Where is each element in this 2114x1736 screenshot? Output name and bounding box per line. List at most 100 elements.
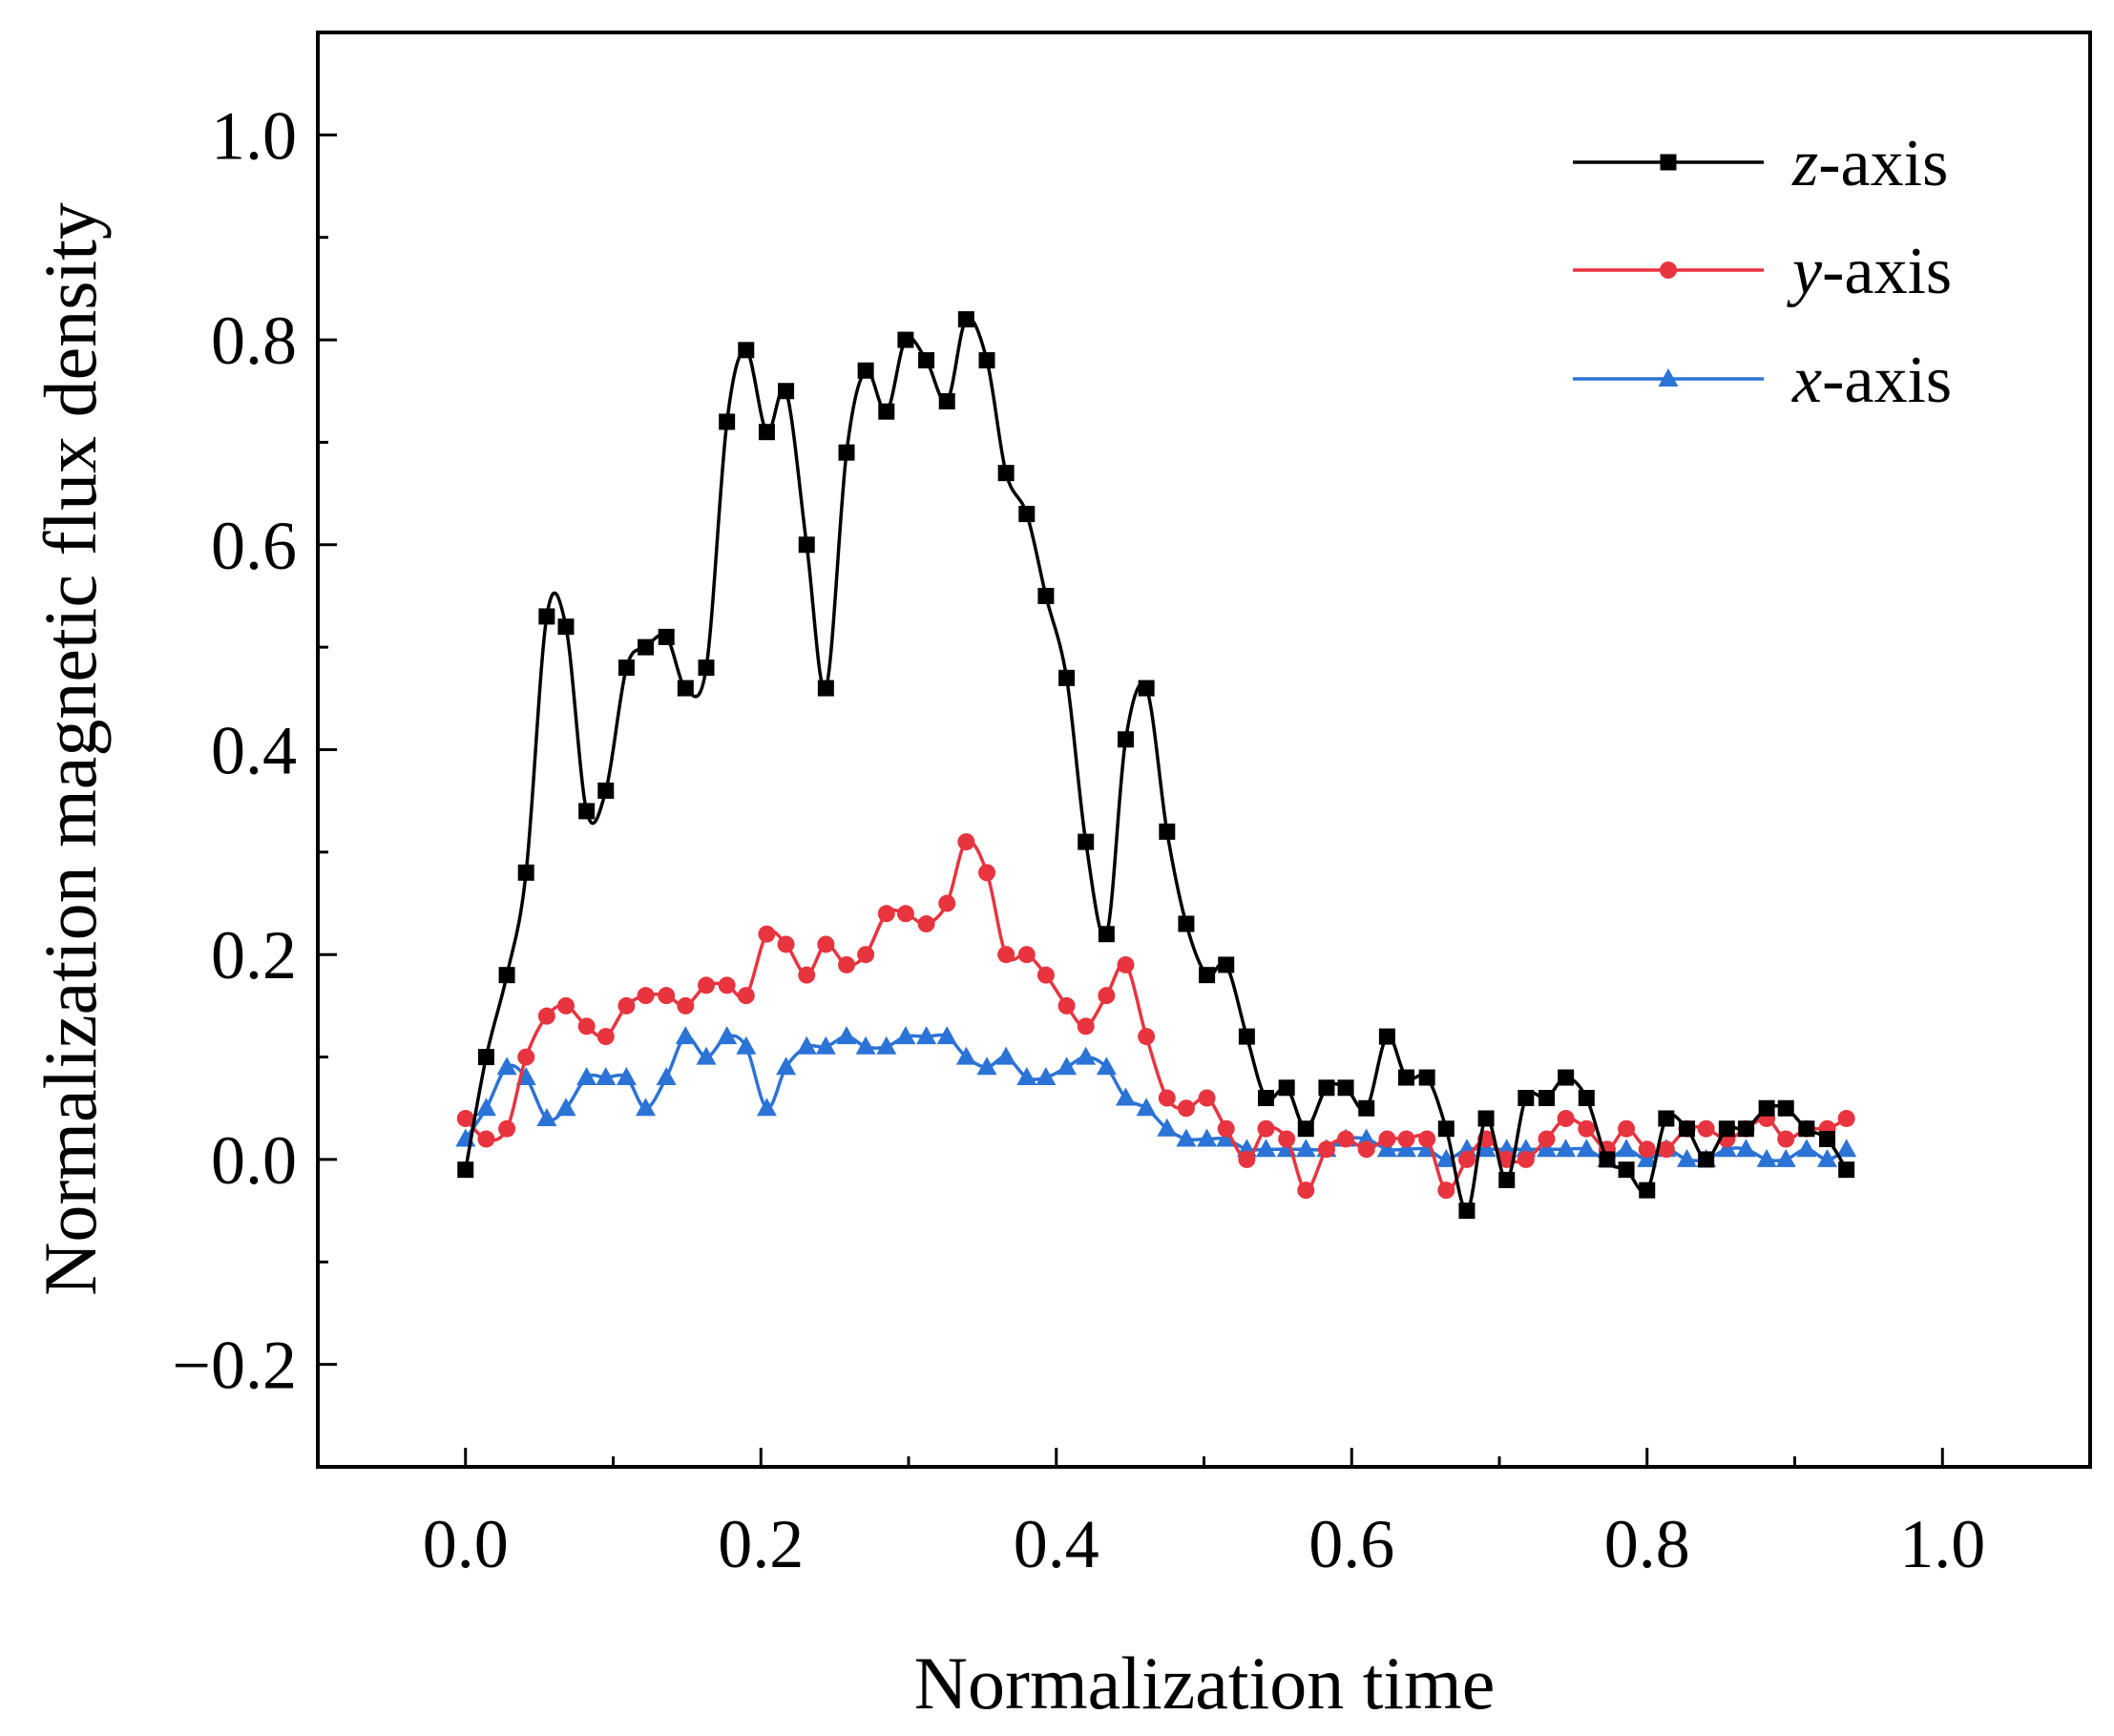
data-point-z [1558, 1069, 1575, 1086]
x-tick-label: 0.8 [1604, 1506, 1690, 1582]
data-point-z [758, 424, 775, 441]
data-point-x [815, 1035, 836, 1055]
data-point-z [1838, 1161, 1855, 1179]
data-point-x [1796, 1139, 1817, 1158]
data-point-z [1718, 1120, 1735, 1138]
data-point-x [756, 1098, 777, 1117]
data-point-z [538, 608, 555, 625]
data-point-y [597, 1028, 615, 1046]
data-point-z [1437, 1120, 1455, 1138]
data-point-y [838, 955, 856, 973]
data-point-z [1159, 823, 1176, 840]
data-point-y [577, 1017, 596, 1035]
legend-axis-letter: y [1787, 235, 1823, 308]
data-point-x [1256, 1139, 1276, 1158]
data-point-x [955, 1046, 976, 1065]
data-point-y [1138, 1028, 1156, 1046]
data-point-x [1096, 1056, 1117, 1076]
data-point-z [878, 403, 895, 420]
legend-axis-letter: z [1791, 127, 1818, 200]
data-point-y [798, 966, 816, 984]
data-point-z [1477, 1110, 1495, 1127]
data-point-y [1117, 955, 1135, 973]
data-point-z [1018, 506, 1036, 523]
data-point-y [658, 987, 676, 1005]
data-point-y [1177, 1099, 1195, 1118]
data-point-z [938, 392, 955, 409]
data-point-z [1398, 1069, 1415, 1086]
data-point-z [1138, 680, 1155, 697]
x-axis-title: Normalization time [914, 1642, 1496, 1725]
data-point-x [916, 1026, 937, 1045]
data-point-x [1756, 1148, 1777, 1167]
data-point-x [1356, 1128, 1377, 1147]
data-point-z [557, 618, 575, 636]
y-tick-label: −0.2 [172, 1328, 297, 1404]
legend-marker-y [1660, 261, 1677, 279]
data-point-z [978, 352, 995, 369]
data-point-y [1057, 996, 1076, 1014]
data-point-x [1556, 1139, 1577, 1158]
data-point-x [1435, 1148, 1456, 1167]
data-point-y [1077, 1017, 1095, 1035]
data-point-y [1257, 1119, 1275, 1138]
data-point-y [1238, 1150, 1256, 1168]
data-point-z [1679, 1120, 1696, 1138]
data-point-z [477, 1049, 494, 1066]
y-axis-title: Normalization magnetic flux density [29, 202, 112, 1296]
data-point-z [517, 864, 534, 881]
data-point-x [1537, 1139, 1557, 1158]
data-point-y [1297, 1182, 1315, 1200]
data-point-z [838, 444, 855, 461]
data-point-z [817, 680, 834, 697]
data-point-z [1098, 926, 1115, 943]
data-point-z [1358, 1099, 1375, 1117]
data-point-z [1058, 669, 1076, 686]
data-point-y [1557, 1109, 1575, 1127]
x-axis-ticks: 0.0 0.2 0.4 0.6 0.8 1.0 [423, 1448, 1985, 1582]
data-point-y [637, 987, 655, 1005]
data-point-y [1618, 1119, 1636, 1138]
data-point-x [496, 1056, 517, 1076]
data-point-z [1758, 1099, 1775, 1117]
data-point-y [498, 1119, 516, 1138]
data-point-y [1198, 1089, 1216, 1107]
data-point-x [876, 1035, 897, 1055]
series-line-y [464, 839, 1848, 1192]
data-point-x [675, 1026, 696, 1045]
data-point-x [1836, 1139, 1857, 1158]
data-point-y [777, 935, 795, 953]
data-point-x [1197, 1128, 1218, 1147]
x-tick-label: 0.0 [423, 1506, 509, 1582]
data-point-x [1376, 1139, 1397, 1158]
data-point-z [1458, 1203, 1476, 1220]
data-point-y [978, 864, 996, 882]
data-point-x [717, 1026, 738, 1045]
data-point-y [1036, 966, 1055, 984]
data-point-x [1016, 1067, 1037, 1085]
data-point-x [1637, 1148, 1658, 1167]
legend-axis-suffix: -axis [1822, 235, 1952, 308]
legend-axis-suffix: -axis [1818, 127, 1948, 200]
data-point-x [576, 1067, 597, 1085]
data-point-x [776, 1056, 797, 1076]
legend-axis-suffix: -axis [1822, 344, 1952, 417]
data-point-z [1037, 587, 1055, 604]
data-point-z [738, 342, 755, 359]
data-point-z [778, 383, 795, 400]
data-point-z [1418, 1069, 1435, 1086]
data-point-y [1017, 946, 1036, 964]
series-z-axis [457, 311, 1855, 1220]
data-point-z [597, 782, 615, 799]
data-point-z [1178, 915, 1195, 932]
data-point-z [1238, 1028, 1255, 1045]
data-point-x [836, 1026, 857, 1045]
data-point-x [1036, 1067, 1057, 1085]
data-point-z [677, 680, 694, 697]
data-point-z [457, 1161, 474, 1179]
data-point-x [1677, 1148, 1697, 1167]
data-point-z [1599, 1151, 1616, 1168]
y-tick-label: 0.6 [211, 508, 297, 584]
data-point-y [957, 833, 975, 851]
data-point-x [1057, 1056, 1078, 1076]
